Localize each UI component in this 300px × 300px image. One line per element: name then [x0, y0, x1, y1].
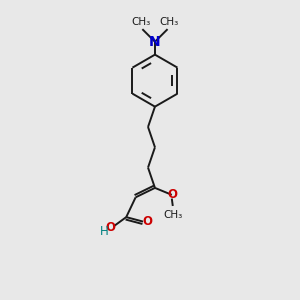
Text: CH₃: CH₃	[131, 17, 151, 27]
Text: O: O	[142, 215, 152, 228]
Text: O: O	[167, 188, 177, 201]
Text: O: O	[105, 220, 115, 233]
Text: CH₃: CH₃	[159, 17, 178, 27]
Text: H: H	[100, 226, 109, 238]
Text: CH₃: CH₃	[163, 210, 182, 220]
Text: N: N	[149, 35, 161, 49]
